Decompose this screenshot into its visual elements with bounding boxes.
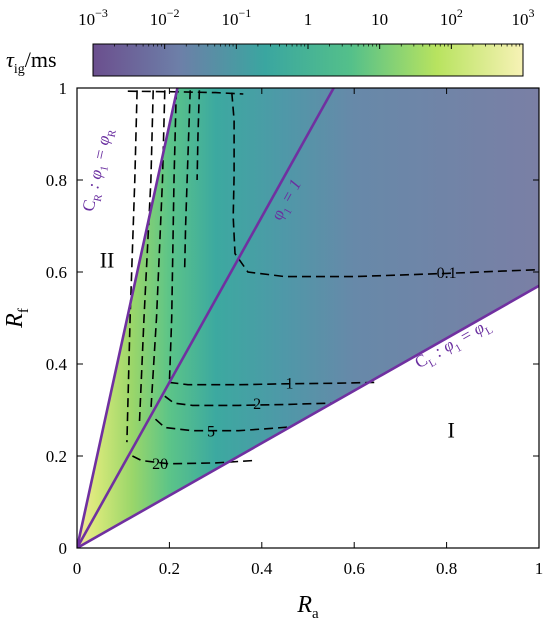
colorbar-tick-label: 1 (304, 10, 313, 29)
contour-line (196, 90, 201, 181)
boundary-line-phi1 (77, 88, 335, 548)
plot-frame (76, 87, 540, 549)
boundary-line-CR (77, 88, 179, 548)
colorbar: 10−3 10−2 10−1 1 10 102 103 τig/ms (6, 6, 535, 77)
contour-label: 1 (286, 375, 294, 392)
contour-line (154, 418, 290, 432)
contour-line (183, 90, 191, 273)
x-tick-label: 0.2 (159, 559, 180, 578)
axes: 0 0.2 0.4 0.6 0.8 1 0 0.2 0.4 0.6 0.8 1 Ra Rf (2, 79, 543, 620)
colorbar-tick-label: 10−2 (150, 6, 180, 29)
colorbar-gradient (92, 43, 524, 77)
y-tick-label: 0.8 (46, 171, 67, 190)
x-tick-label: 0 (73, 559, 82, 578)
contour-line (164, 395, 332, 407)
colorbar-tick-label: 10−3 (78, 6, 108, 29)
y-tick-label: 0.4 (46, 355, 68, 374)
y-tick-label: 1 (59, 79, 68, 98)
region-label: II (100, 247, 115, 272)
boundary-line-CL (77, 284, 539, 548)
y-axis-label: Rf (2, 308, 32, 329)
colorbar-title: τig/ms (6, 47, 57, 77)
colorbar-tick-label: 10 (371, 10, 388, 29)
x-tick-label: 0.8 (436, 559, 457, 578)
contour-line (138, 90, 154, 424)
heatmap-field (77, 88, 539, 548)
contour-label: 5 (207, 424, 215, 441)
contour-label: 20 (152, 456, 168, 473)
y-tick-label: 0 (59, 539, 68, 558)
region-label: I (448, 418, 455, 443)
colorbar-tick-label: 102 (440, 6, 463, 29)
x-tick-label: 1 (535, 559, 544, 578)
contour-line (150, 90, 166, 411)
boundary-label-CR: CR : φ1 = φR (79, 126, 120, 214)
y-tick-label: 0.2 (46, 447, 67, 466)
x-tick-label: 0.6 (344, 559, 365, 578)
contour-line (127, 90, 244, 95)
colorbar-tick-label: 10−1 (221, 6, 251, 29)
contour-line (168, 90, 178, 383)
colorbar-tick-label: 103 (512, 6, 535, 29)
x-tick-label: 0.4 (251, 559, 273, 578)
contour-label: 2 (253, 396, 261, 413)
contour-label: 0.1 (437, 265, 457, 282)
contour-line (169, 381, 378, 386)
contour-line (132, 455, 253, 465)
contour-line (126, 90, 138, 443)
x-axis-label: Ra (296, 592, 319, 620)
y-tick-label: 0.6 (46, 263, 67, 282)
contour-line (231, 92, 539, 278)
